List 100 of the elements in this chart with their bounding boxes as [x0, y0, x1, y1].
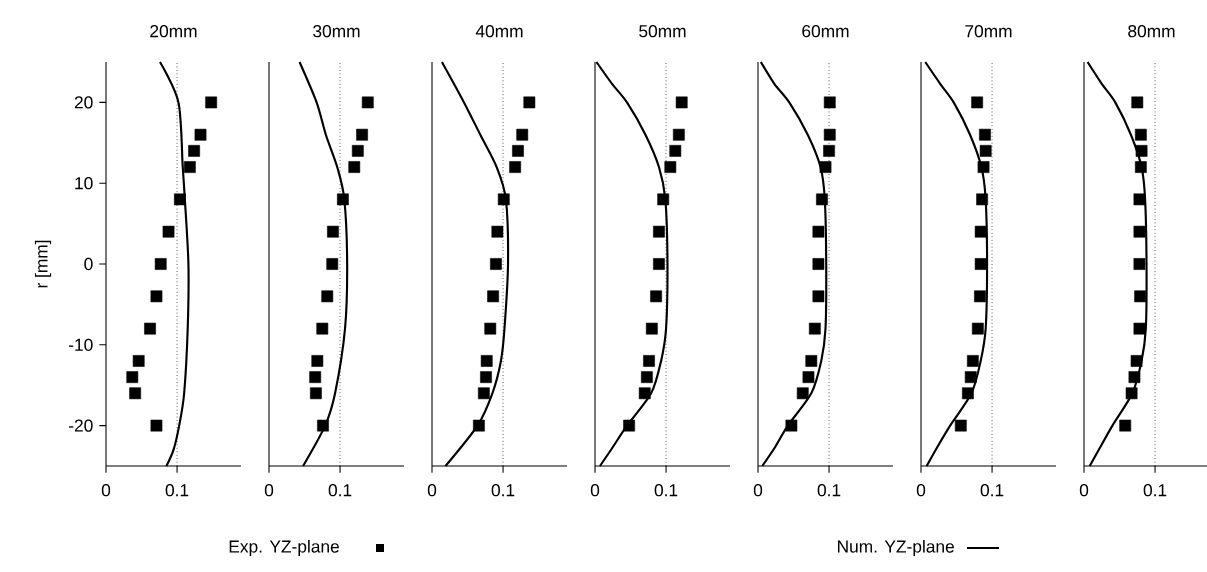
point — [974, 290, 986, 303]
point — [805, 355, 818, 367]
point — [1134, 290, 1147, 303]
point — [497, 193, 510, 206]
point — [132, 355, 145, 367]
point — [808, 322, 821, 335]
point — [154, 258, 167, 270]
point — [326, 258, 339, 270]
y-tick-label: -20 — [69, 419, 93, 432]
chart-title: 70mm — [965, 25, 1012, 38]
y-tick-label: -10 — [69, 338, 93, 351]
point — [643, 355, 655, 367]
point — [823, 96, 836, 109]
point — [1133, 258, 1146, 270]
point — [1133, 193, 1146, 206]
chart-title: 80mm — [1128, 25, 1175, 38]
point — [1131, 96, 1144, 109]
point — [361, 96, 374, 109]
point — [812, 225, 825, 238]
point — [974, 225, 987, 238]
point — [316, 322, 329, 335]
point — [317, 419, 329, 432]
point — [802, 371, 815, 383]
point — [1125, 387, 1138, 400]
point — [144, 322, 156, 335]
point — [487, 290, 499, 303]
point — [1133, 322, 1146, 335]
y-tick-label: 0 — [84, 257, 93, 271]
point — [484, 322, 497, 335]
x-tick-label: 0 — [1079, 484, 1089, 497]
point — [819, 161, 832, 173]
chart-title: 20mm — [150, 25, 197, 38]
point — [675, 96, 688, 109]
point — [1119, 419, 1132, 432]
point — [183, 161, 196, 173]
point — [490, 258, 502, 270]
point — [641, 371, 653, 383]
chart-title: 50mm — [639, 25, 686, 38]
point — [964, 371, 977, 383]
point — [979, 145, 992, 157]
point — [967, 355, 979, 367]
point — [129, 387, 141, 400]
x-tick-label: 0.1 — [817, 484, 841, 497]
point — [310, 387, 322, 400]
chart-title: 60mm — [802, 25, 849, 38]
point — [979, 128, 991, 141]
point — [1135, 145, 1148, 157]
point — [1133, 225, 1146, 238]
point — [1134, 161, 1147, 173]
x-tick-label: 0 — [916, 484, 926, 497]
x-tick-label: 0.1 — [165, 484, 189, 497]
x-tick-label: 0.1 — [491, 484, 515, 497]
point — [311, 355, 324, 367]
y-tick-label: 10 — [75, 177, 93, 190]
point — [650, 290, 662, 303]
point — [785, 419, 798, 432]
chart-title: 30mm — [313, 25, 360, 38]
point — [977, 161, 990, 173]
point — [816, 193, 828, 206]
point — [653, 258, 665, 270]
point — [194, 128, 207, 141]
point — [823, 128, 836, 141]
point — [327, 225, 339, 238]
point — [976, 193, 988, 206]
point — [126, 371, 139, 383]
point — [473, 419, 485, 432]
point — [657, 193, 670, 206]
y-axis-title: r [mm] — [34, 240, 52, 288]
point — [664, 161, 677, 173]
point — [509, 161, 522, 173]
point — [480, 355, 493, 367]
point — [962, 387, 974, 400]
point — [1128, 371, 1141, 383]
point — [823, 145, 835, 157]
point — [356, 128, 368, 141]
chart-title: 40mm — [475, 25, 523, 38]
point — [351, 145, 364, 157]
x-tick-label: 0 — [753, 484, 763, 497]
x-tick-label: 0 — [590, 484, 600, 497]
x-tick-label: 0.1 — [328, 484, 352, 497]
point — [623, 419, 635, 432]
x-tick-label: 0 — [264, 484, 274, 497]
point — [337, 193, 349, 206]
point — [645, 322, 658, 335]
point — [523, 96, 536, 109]
point — [150, 290, 163, 303]
point — [796, 387, 809, 400]
point — [669, 145, 682, 157]
x-tick-label: 0.1 — [1143, 484, 1167, 497]
point — [954, 419, 967, 432]
y-tick-label: 20 — [74, 96, 93, 109]
x-tick-label: 0 — [427, 484, 437, 497]
point — [309, 371, 322, 383]
point — [491, 225, 504, 238]
x-tick-label: 0.1 — [980, 484, 1004, 497]
point — [205, 96, 218, 109]
legend-label: Exp. YZ-plane — [229, 539, 339, 557]
point — [1130, 355, 1143, 367]
point — [812, 258, 825, 270]
point — [1134, 128, 1147, 141]
